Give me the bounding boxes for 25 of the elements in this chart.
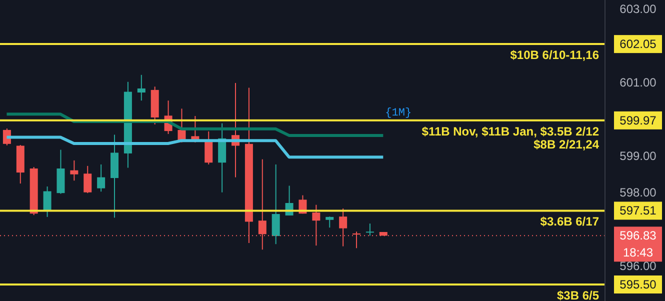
y-tick-label: 595.50 (620, 277, 657, 292)
ref-line-label: $10B 6/10-11,16 (510, 48, 600, 62)
text: 18:43 (622, 246, 654, 260)
y-tick-label: 599.00 (620, 149, 657, 164)
candlestick (326, 216, 334, 228)
y-tick-label: 602.05 (620, 37, 657, 52)
y-tick-label: 599.97 (620, 113, 657, 128)
y-tick-label: 601.00 (620, 76, 657, 90)
candlestick (70, 160, 78, 182)
candlestick (366, 223, 374, 236)
ref-line-label: $3.6B 6/17 (540, 214, 600, 229)
y-tick-label: 603.00 (620, 2, 657, 16)
ref-line-label: $3B 6/5 (556, 288, 600, 301)
candlestick (84, 165, 92, 194)
candlestick (97, 164, 106, 192)
annotation: {1M} (385, 107, 412, 120)
candlestick (272, 164, 280, 245)
y-tick-label: 596.00 (620, 259, 657, 274)
candlestick (43, 186, 52, 218)
y-tick-label: 598.00 (620, 186, 657, 200)
ref-line-label: $11B Nov, $11B Jan, $3.5B 2/12 $8B 2/21,24 (422, 124, 600, 152)
y-tick-label: 597.51 (620, 204, 657, 218)
candlestick (204, 130, 213, 165)
y-tick-label: 596.83 (620, 228, 657, 243)
candlestick (137, 74, 146, 102)
